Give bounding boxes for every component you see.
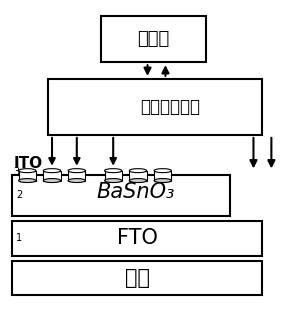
- Ellipse shape: [68, 178, 85, 182]
- Ellipse shape: [19, 169, 36, 173]
- Bar: [12, 221, 262, 256]
- Ellipse shape: [129, 169, 147, 173]
- Text: 1: 1: [16, 233, 22, 243]
- Bar: [19, 171, 36, 180]
- Bar: [47, 79, 262, 135]
- Text: ITO: ITO: [14, 156, 43, 171]
- Ellipse shape: [43, 178, 61, 182]
- Ellipse shape: [129, 178, 147, 182]
- Ellipse shape: [105, 169, 122, 173]
- Bar: [12, 175, 230, 216]
- Bar: [105, 171, 122, 180]
- Ellipse shape: [68, 169, 85, 173]
- Ellipse shape: [154, 178, 171, 182]
- Text: 2: 2: [16, 190, 22, 200]
- Ellipse shape: [154, 169, 171, 173]
- Ellipse shape: [43, 169, 61, 173]
- Text: FTO: FTO: [117, 228, 157, 248]
- Bar: [68, 171, 85, 180]
- Bar: [154, 171, 171, 180]
- Text: BaSnO₃: BaSnO₃: [96, 182, 175, 202]
- Ellipse shape: [105, 178, 122, 182]
- Bar: [43, 171, 61, 180]
- Text: 计算机: 计算机: [137, 30, 170, 48]
- Text: 3: 3: [13, 167, 19, 177]
- Text: 玻璃: 玻璃: [125, 268, 150, 288]
- Text: 电化学工作站: 电化学工作站: [140, 98, 200, 116]
- Bar: [129, 171, 147, 180]
- Ellipse shape: [19, 178, 36, 182]
- Bar: [101, 16, 206, 62]
- Bar: [12, 260, 262, 295]
